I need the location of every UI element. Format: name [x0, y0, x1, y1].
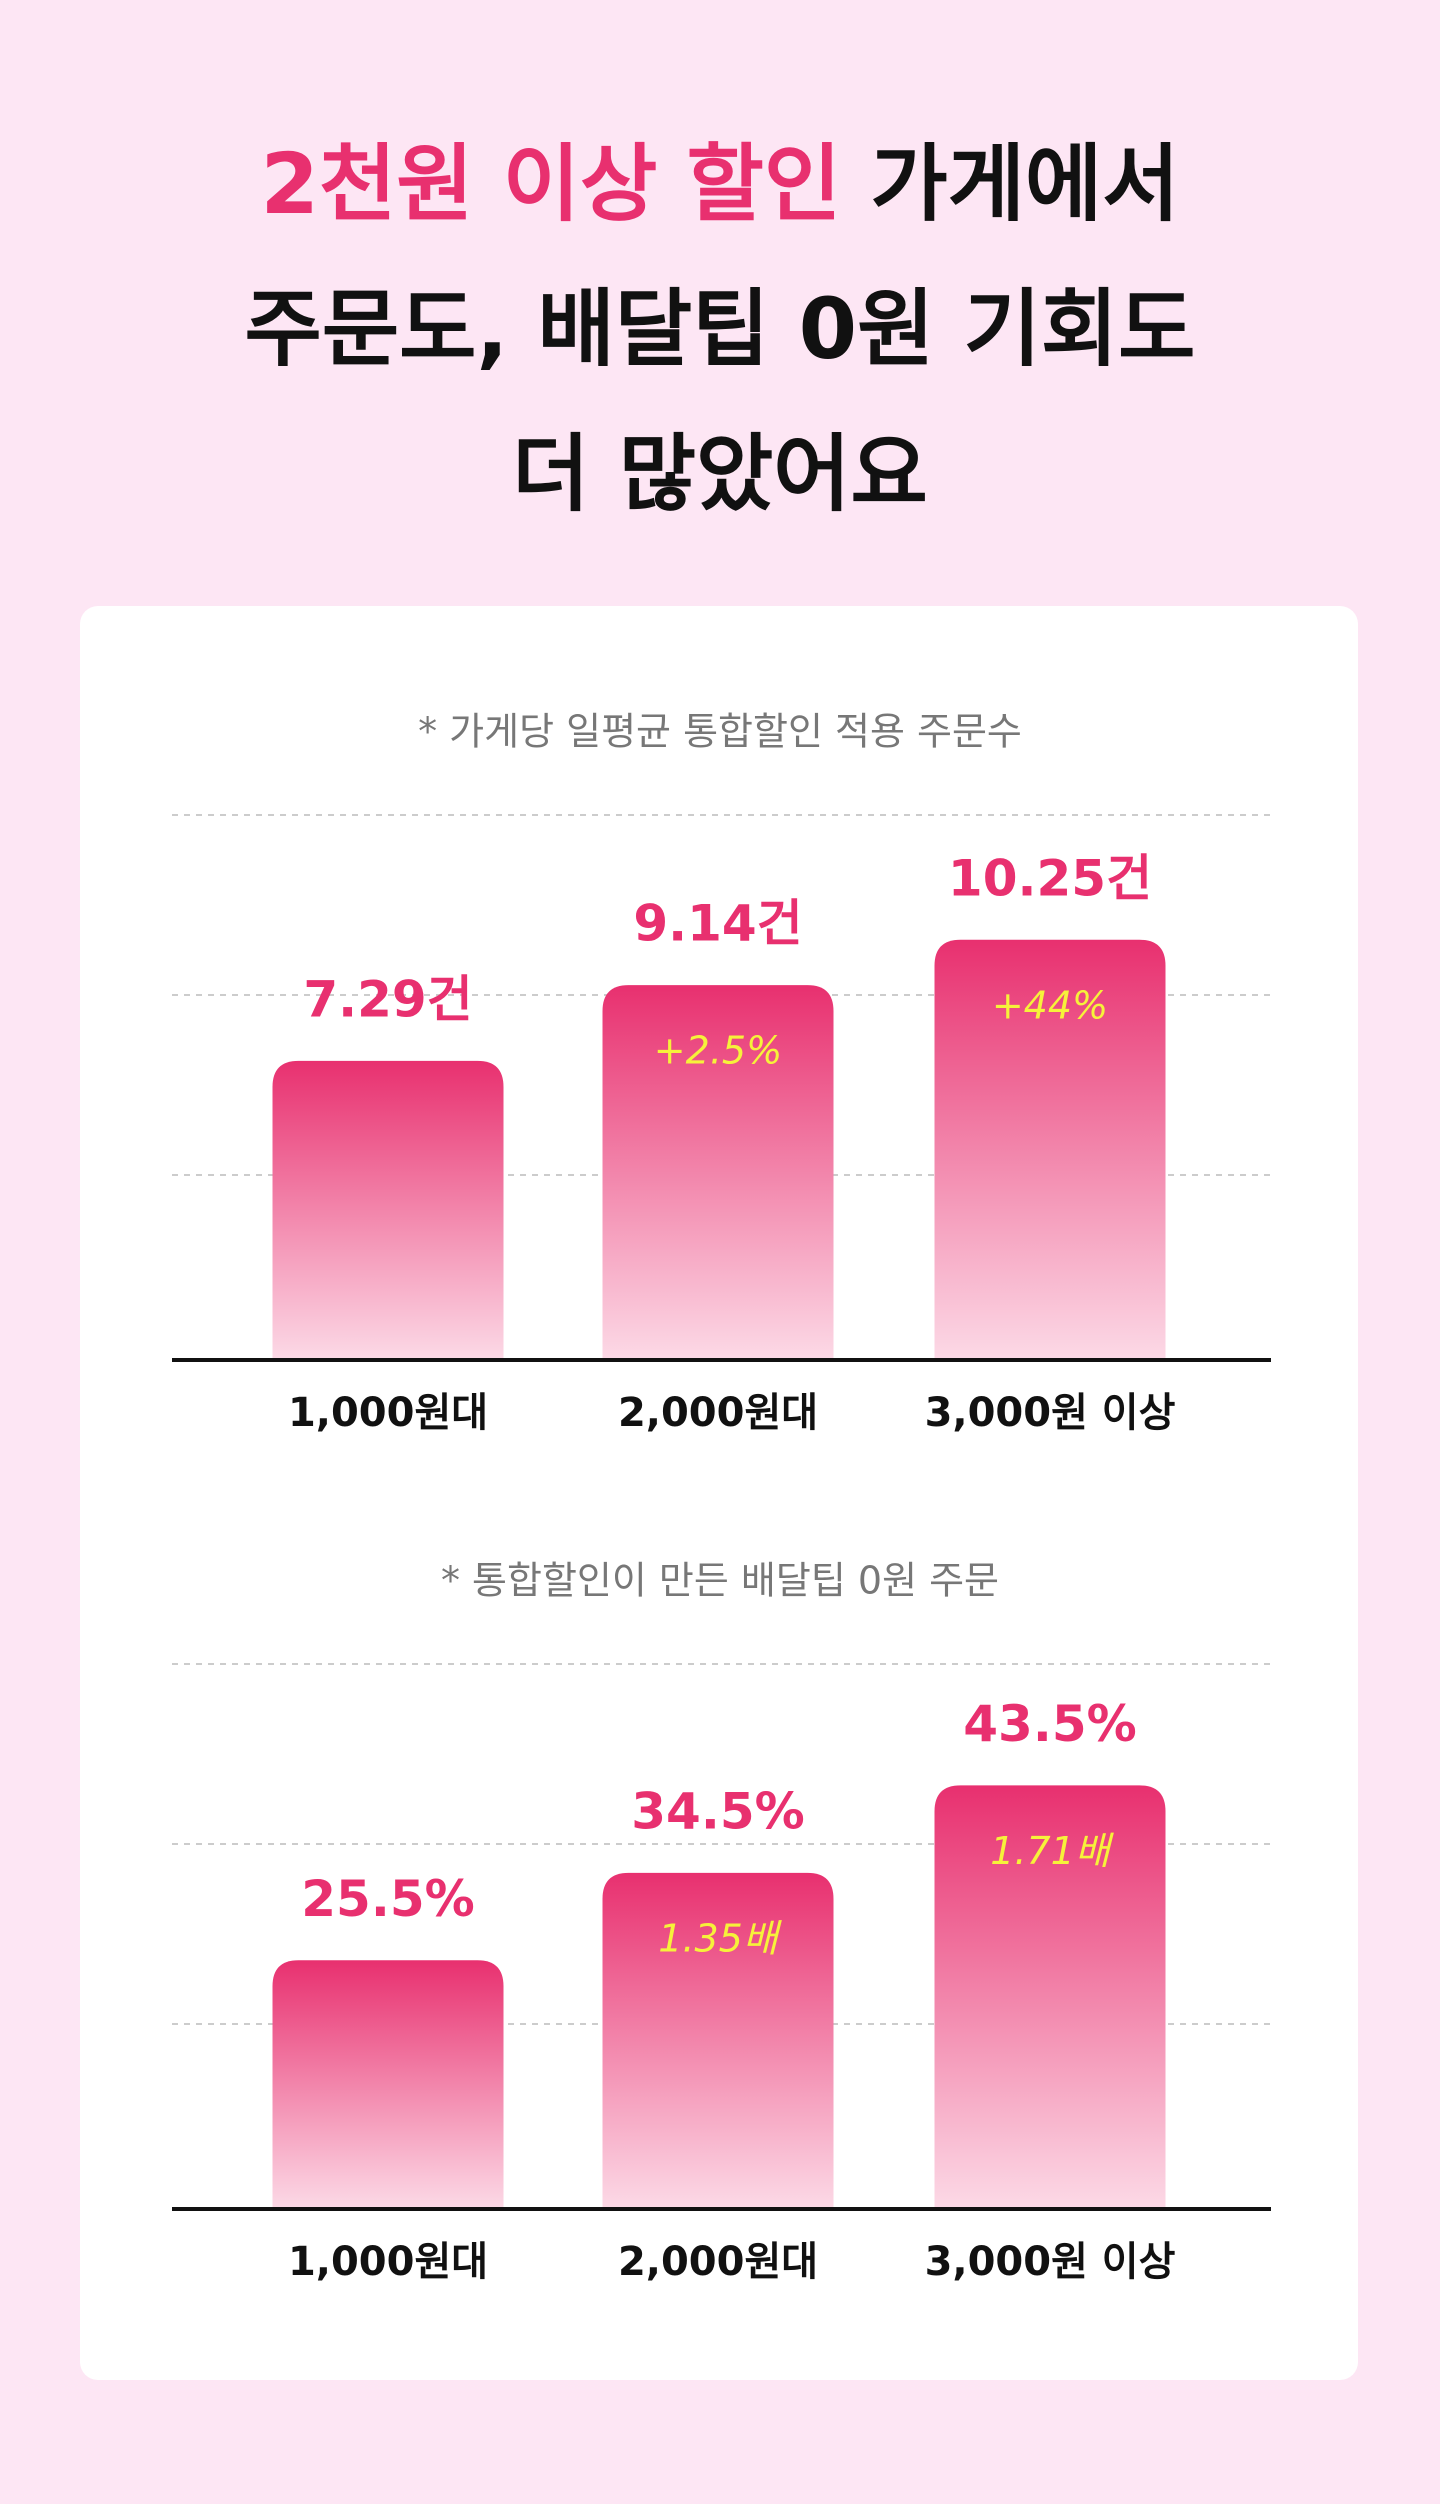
bar: [272, 1960, 504, 2208]
x-tick-label: 3,000원 이상: [925, 1390, 1176, 1436]
annotation: +44%: [992, 983, 1108, 1027]
chart-subtitle: * 가게당 일평균 통합할인 적용 주문수: [418, 710, 1022, 754]
annotation: 1.71배: [990, 1829, 1114, 1873]
headline-line: 더 많았어요: [512, 425, 928, 523]
annotation: 1.35배: [658, 1916, 782, 1960]
value-label: 9.14건: [633, 895, 802, 953]
x-tick-label: 1,000원대: [288, 2239, 488, 2285]
headline-line: 주문도, 배달팁 0원 기회도: [245, 280, 1196, 378]
annotation: +2.5%: [654, 1029, 782, 1073]
headline-text: 가게에서: [870, 135, 1179, 233]
value-label: 7.29건: [303, 970, 472, 1028]
x-tick-label: 1,000원대: [288, 1390, 488, 1436]
bar: [602, 1872, 834, 2208]
value-label: 10.25건: [948, 849, 1152, 907]
chart-subtitle: * 통합할인이 만든 배달팁 0원 주문: [441, 1559, 999, 1603]
bar: [934, 1785, 1166, 2208]
value-label: 34.5%: [631, 1782, 804, 1840]
headline-line: 2천원 이상 할인 가게에서: [261, 135, 1180, 233]
value-label: 43.5%: [963, 1695, 1136, 1753]
bar: [272, 1060, 504, 1359]
value-label: 25.5%: [301, 1870, 474, 1928]
bar: [934, 939, 1166, 1359]
headline-highlight: 2천원 이상 할인: [261, 135, 842, 233]
x-tick-label: 3,000원 이상: [925, 2239, 1176, 2285]
x-tick-label: 2,000원대: [618, 1390, 818, 1436]
bar: [602, 985, 834, 1359]
x-tick-label: 2,000원대: [618, 2239, 818, 2285]
